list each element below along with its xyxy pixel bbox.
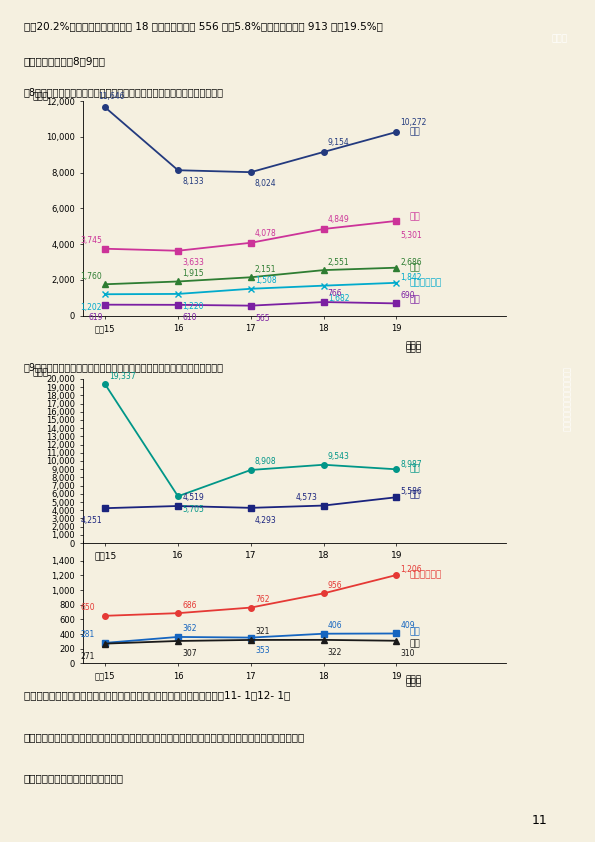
- Text: 307: 307: [182, 649, 197, 658]
- Text: 686: 686: [182, 600, 197, 610]
- Text: 9,543: 9,543: [328, 452, 350, 461]
- Text: 762: 762: [255, 595, 270, 604]
- Text: 中国: 中国: [409, 465, 420, 474]
- Text: 図9　「就学」の在留資格による主な国籍（出身地）別新規入国者数の推移: 図9 「就学」の在留資格による主な国籍（出身地）別新規入国者数の推移: [24, 362, 224, 372]
- Text: 9,154: 9,154: [328, 138, 350, 147]
- Text: （エ）　身分又は地位に基づいて入国する外国人（資料編２統計（１）11- 1，12- 1）: （エ） 身分又は地位に基づいて入国する外国人（資料編２統計（１）11- 1，12…: [24, 690, 290, 701]
- Text: 図8　「留学」の在留資格による主な国籍（出身地）別新規入国者数の推移: 図8 「留学」の在留資格による主な国籍（出身地）別新規入国者数の推移: [24, 87, 224, 97]
- Text: 3,633: 3,633: [182, 258, 204, 267]
- Text: 第１章　外国人の入国・在留: 第１章 外国人の入国・在留: [561, 367, 571, 433]
- Text: 8,908: 8,908: [255, 457, 277, 466]
- Text: 1,202: 1,202: [80, 302, 102, 312]
- Text: 362: 362: [182, 625, 197, 633]
- Text: 1,760: 1,760: [80, 272, 102, 280]
- Text: 3,745: 3,745: [80, 237, 102, 245]
- Text: 619: 619: [89, 313, 103, 322]
- Text: 1,842: 1,842: [400, 273, 422, 282]
- Text: 2,151: 2,151: [255, 264, 277, 274]
- Text: 8,133: 8,133: [182, 177, 203, 186]
- Text: （人）: （人）: [33, 93, 49, 101]
- Text: 956: 956: [328, 581, 343, 589]
- Text: 韓国: 韓国: [409, 490, 420, 499]
- Text: 11: 11: [532, 814, 547, 828]
- Text: 1,206: 1,206: [400, 565, 422, 574]
- Text: 406: 406: [328, 621, 343, 630]
- Text: 271: 271: [80, 652, 95, 661]
- Text: 2,686: 2,686: [400, 258, 422, 267]
- Text: 409: 409: [400, 621, 415, 630]
- Text: 配偶者等」及び「定住者」がある。: 配偶者等」及び「定住者」がある。: [24, 773, 124, 783]
- Text: タイ: タイ: [409, 296, 420, 304]
- Text: 4,573: 4,573: [296, 493, 318, 502]
- Text: 610: 610: [182, 313, 197, 322]
- Text: 身分又は地位に基づいて入国する外国人の在留資格には，「日本人の配偶者等」，「永住者の: 身分又は地位に基づいて入国する外国人の在留資格には，「日本人の配偶者等」，「永住…: [24, 732, 305, 742]
- Text: 1,220: 1,220: [182, 302, 203, 312]
- Text: 中国: 中国: [409, 127, 420, 136]
- Text: 増加している（図8，9）。: 増加している（図8，9）。: [24, 56, 106, 67]
- Text: 4,849: 4,849: [328, 215, 350, 224]
- Text: （年）: （年）: [405, 342, 421, 350]
- Text: 5,301: 5,301: [400, 231, 422, 240]
- Text: 565: 565: [255, 314, 270, 323]
- Text: （年）: （年）: [405, 676, 421, 685]
- Text: タイ: タイ: [409, 627, 420, 637]
- Text: 中国（台湾）: 中国（台湾）: [409, 279, 442, 287]
- Text: 2,551: 2,551: [328, 258, 349, 267]
- Text: 690: 690: [400, 290, 415, 300]
- Text: 韓国: 韓国: [409, 213, 420, 221]
- Text: 4,251: 4,251: [80, 516, 102, 525]
- Text: 11,646: 11,646: [98, 92, 125, 101]
- Text: 10,272: 10,272: [400, 118, 427, 127]
- Text: 4,519: 4,519: [182, 493, 204, 503]
- Text: 中国（台湾）: 中国（台湾）: [409, 571, 442, 579]
- Text: 322: 322: [328, 648, 342, 657]
- Text: 310: 310: [400, 649, 415, 658]
- Text: 米国: 米国: [409, 640, 420, 648]
- Text: （人）: （人）: [33, 369, 49, 377]
- Text: 8,024: 8,024: [255, 179, 277, 188]
- Text: 1,508: 1,508: [255, 276, 277, 285]
- Text: 4,293: 4,293: [255, 516, 277, 525]
- Text: 5,705: 5,705: [182, 504, 204, 514]
- Text: 1,682: 1,682: [328, 294, 349, 303]
- Text: 321: 321: [255, 627, 270, 637]
- Text: 281: 281: [80, 631, 95, 639]
- Text: 650: 650: [80, 603, 95, 612]
- Text: 4,078: 4,078: [255, 229, 277, 237]
- Text: 人（20.2%）で続いている。平成 18 年と比べ中国は 556 人（5.8%）減少，韓国は 913 人（19.5%）: 人（20.2%）で続いている。平成 18 年と比べ中国は 556 人（5.8%）…: [24, 21, 383, 31]
- Text: 米国: 米国: [409, 264, 420, 272]
- Text: 5,586: 5,586: [400, 488, 422, 497]
- Text: （年）: （年）: [405, 678, 421, 687]
- Text: 1,915: 1,915: [182, 269, 203, 278]
- Text: 第１部: 第１部: [552, 35, 568, 43]
- Text: （年）: （年）: [405, 344, 421, 354]
- Text: 19,337: 19,337: [109, 372, 136, 381]
- Text: 766: 766: [328, 290, 343, 298]
- Text: 353: 353: [255, 646, 270, 655]
- Text: 8,987: 8,987: [400, 460, 422, 468]
